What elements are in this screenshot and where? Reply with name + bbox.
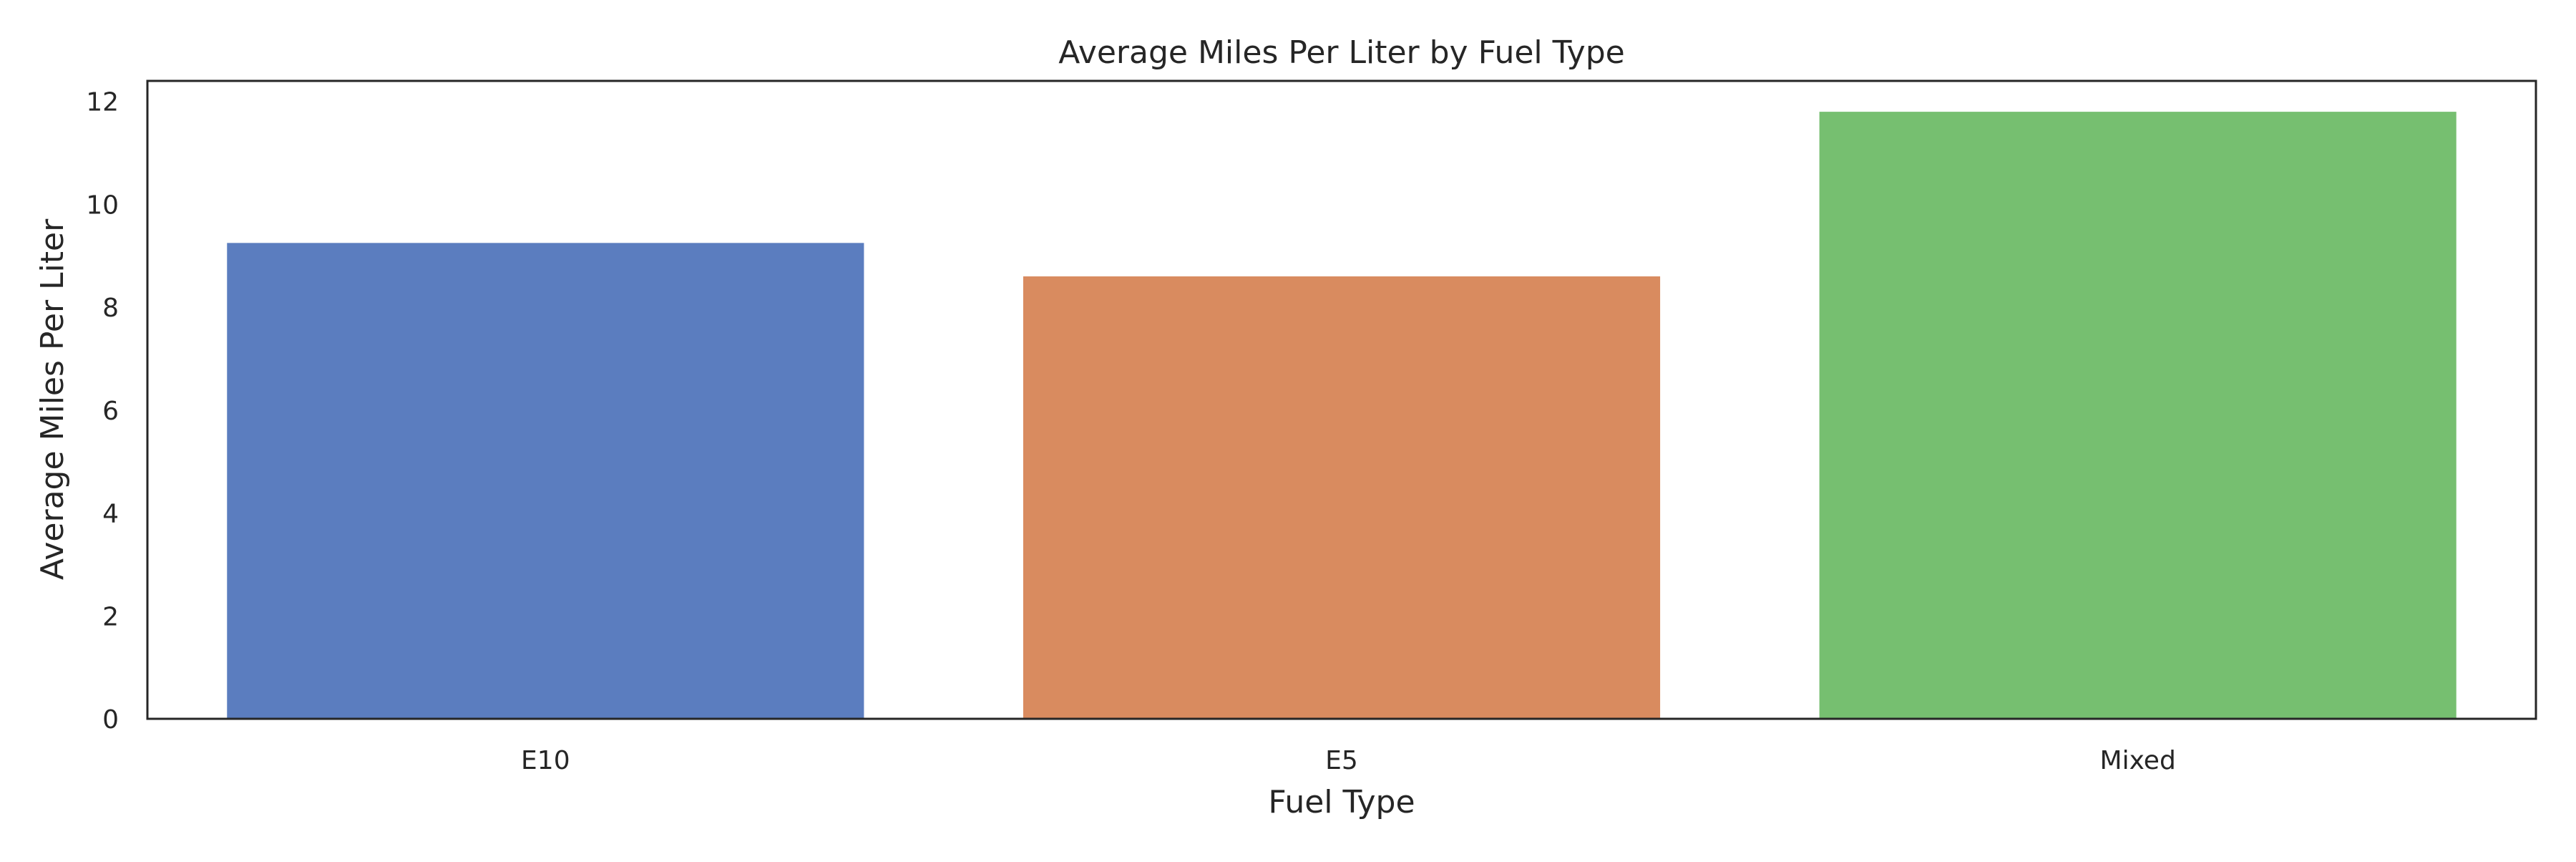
y-tick-label-0: 0 bbox=[102, 705, 119, 735]
x-tick-label-e5: E5 bbox=[1325, 746, 1358, 775]
y-tick-label-6: 6 bbox=[102, 397, 119, 426]
bar-e10 bbox=[227, 243, 864, 719]
x-tick-label-e10: E10 bbox=[521, 746, 570, 775]
x-axis-ticks: E10 E5 Mixed bbox=[521, 746, 2176, 775]
y-tick-label-8: 8 bbox=[102, 294, 119, 323]
bars-layer bbox=[227, 112, 2457, 719]
x-axis-label: Fuel Type bbox=[1268, 784, 1415, 820]
y-axis-label: Average Miles Per Liter bbox=[34, 218, 71, 580]
plot-frame bbox=[146, 79, 2537, 720]
bar-mixed bbox=[1819, 112, 2457, 719]
y-tick-label-12: 12 bbox=[86, 88, 119, 117]
y-tick-label-2: 2 bbox=[102, 602, 119, 631]
y-tick-label-4: 4 bbox=[102, 500, 119, 529]
y-tick-label-10: 10 bbox=[86, 190, 119, 220]
x-tick-label-mixed: Mixed bbox=[2100, 746, 2176, 775]
chart-title: Average Miles Per Liter by Fuel Type bbox=[1058, 34, 1624, 71]
y-axis-ticks: 0 2 4 6 8 10 12 bbox=[86, 88, 119, 735]
bar-e5 bbox=[1023, 276, 1661, 719]
